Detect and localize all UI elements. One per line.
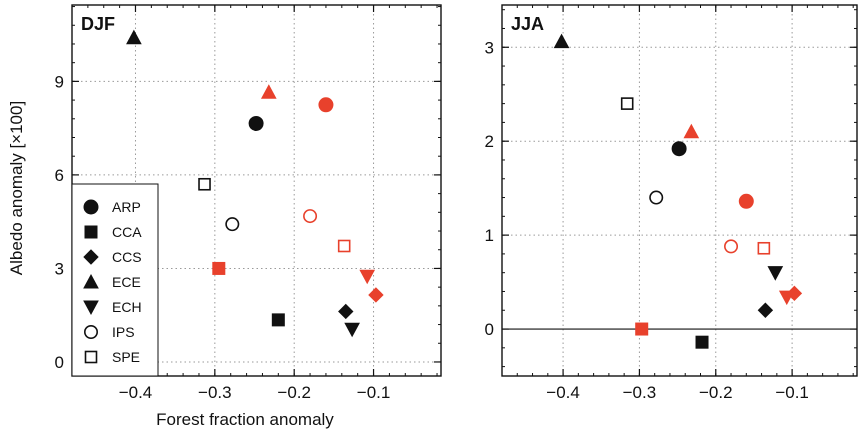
data-point-ech-red xyxy=(359,269,376,285)
panel-title: DJF xyxy=(81,14,115,34)
legend-marker-ips xyxy=(84,324,99,339)
x-tick-label: −0.1 xyxy=(357,383,391,402)
data-point-spe-black xyxy=(198,177,211,191)
data-point-cca-black xyxy=(695,335,709,349)
data-point-ece-black xyxy=(126,29,142,45)
panel-djf: −0.4 −0.3 −0.2 −0.1 0 3 6 9 DJF ARP CCA CCS ECE ECH IP… xyxy=(55,4,442,402)
y-tick-label: 3 xyxy=(485,38,494,57)
y-tick-label: 6 xyxy=(55,166,64,185)
panel-jja: −0.4 −0.3 −0.2 −0.1 0 1 2 3 JJA xyxy=(485,4,858,402)
data-point-arp-red xyxy=(738,193,754,209)
data-point-ech-red xyxy=(778,290,795,306)
data-point-ips-red xyxy=(724,239,739,254)
data-point-ips-black xyxy=(649,190,664,205)
legend-label-spe: SPE xyxy=(112,349,140,365)
legend-marker-ccs xyxy=(83,249,99,265)
data-point-ece-red xyxy=(683,123,700,139)
data-point-arp-black xyxy=(248,115,264,131)
x-tick-label: −0.2 xyxy=(699,383,733,402)
data-point-ece-black xyxy=(553,33,570,49)
legend-marker-arp xyxy=(83,199,99,215)
legend-label-ips: IPS xyxy=(112,324,135,340)
y-axis-label: Albedo anomaly [×100] xyxy=(7,101,26,275)
data-point-ccs-red xyxy=(368,287,384,303)
legend-label-arp: ARP xyxy=(112,199,141,215)
plot-frame xyxy=(501,4,858,377)
x-tick-label: −0.1 xyxy=(775,383,809,402)
data-point-cca-red xyxy=(635,322,649,336)
y-tick-label: 3 xyxy=(55,259,64,278)
legend-label-ech: ECH xyxy=(112,299,142,315)
x-tick-label: −0.2 xyxy=(277,383,311,402)
y-tick-label: 1 xyxy=(485,226,494,245)
data-point-ech-black xyxy=(344,322,360,338)
legend-marker-cca xyxy=(84,225,98,239)
data-point-spe-black xyxy=(620,97,634,110)
x-tick-label: −0.3 xyxy=(198,383,232,402)
x-tick-label: −0.4 xyxy=(119,383,153,402)
legend-marker-ece xyxy=(83,273,99,289)
x-tick-label: −0.3 xyxy=(623,383,657,402)
panel-title: JJA xyxy=(511,14,544,34)
data-point-ips-black xyxy=(225,217,240,232)
legend-label-ece: ECE xyxy=(112,274,141,290)
y-tick-label: 9 xyxy=(55,72,64,91)
y-tick-label: 2 xyxy=(485,132,494,151)
data-point-cca-black xyxy=(271,313,285,327)
data-point-ech-black xyxy=(767,266,784,281)
x-tick-label: −0.4 xyxy=(546,383,580,402)
data-point-ccs-black xyxy=(757,302,774,318)
x-axis-label: Forest fraction anomaly xyxy=(156,410,334,429)
legend-marker-ech xyxy=(83,300,99,316)
legend-marker-spe xyxy=(84,350,98,364)
y-tick-label: 0 xyxy=(485,320,494,339)
data-point-ccs-black xyxy=(338,303,354,320)
legend-label-ccs: CCS xyxy=(112,249,142,265)
data-point-ece-red xyxy=(260,84,277,99)
legend-label-cca: CCA xyxy=(112,224,142,240)
data-point-cca-red xyxy=(212,261,226,275)
data-point-arp-red xyxy=(318,97,334,113)
data-point-spe-red xyxy=(757,241,771,255)
legend-box xyxy=(71,183,159,377)
data-point-arp-black xyxy=(671,141,687,157)
data-point-spe-red xyxy=(337,239,351,253)
data-point-ips-red xyxy=(303,209,318,224)
y-tick-label: 0 xyxy=(55,353,64,372)
